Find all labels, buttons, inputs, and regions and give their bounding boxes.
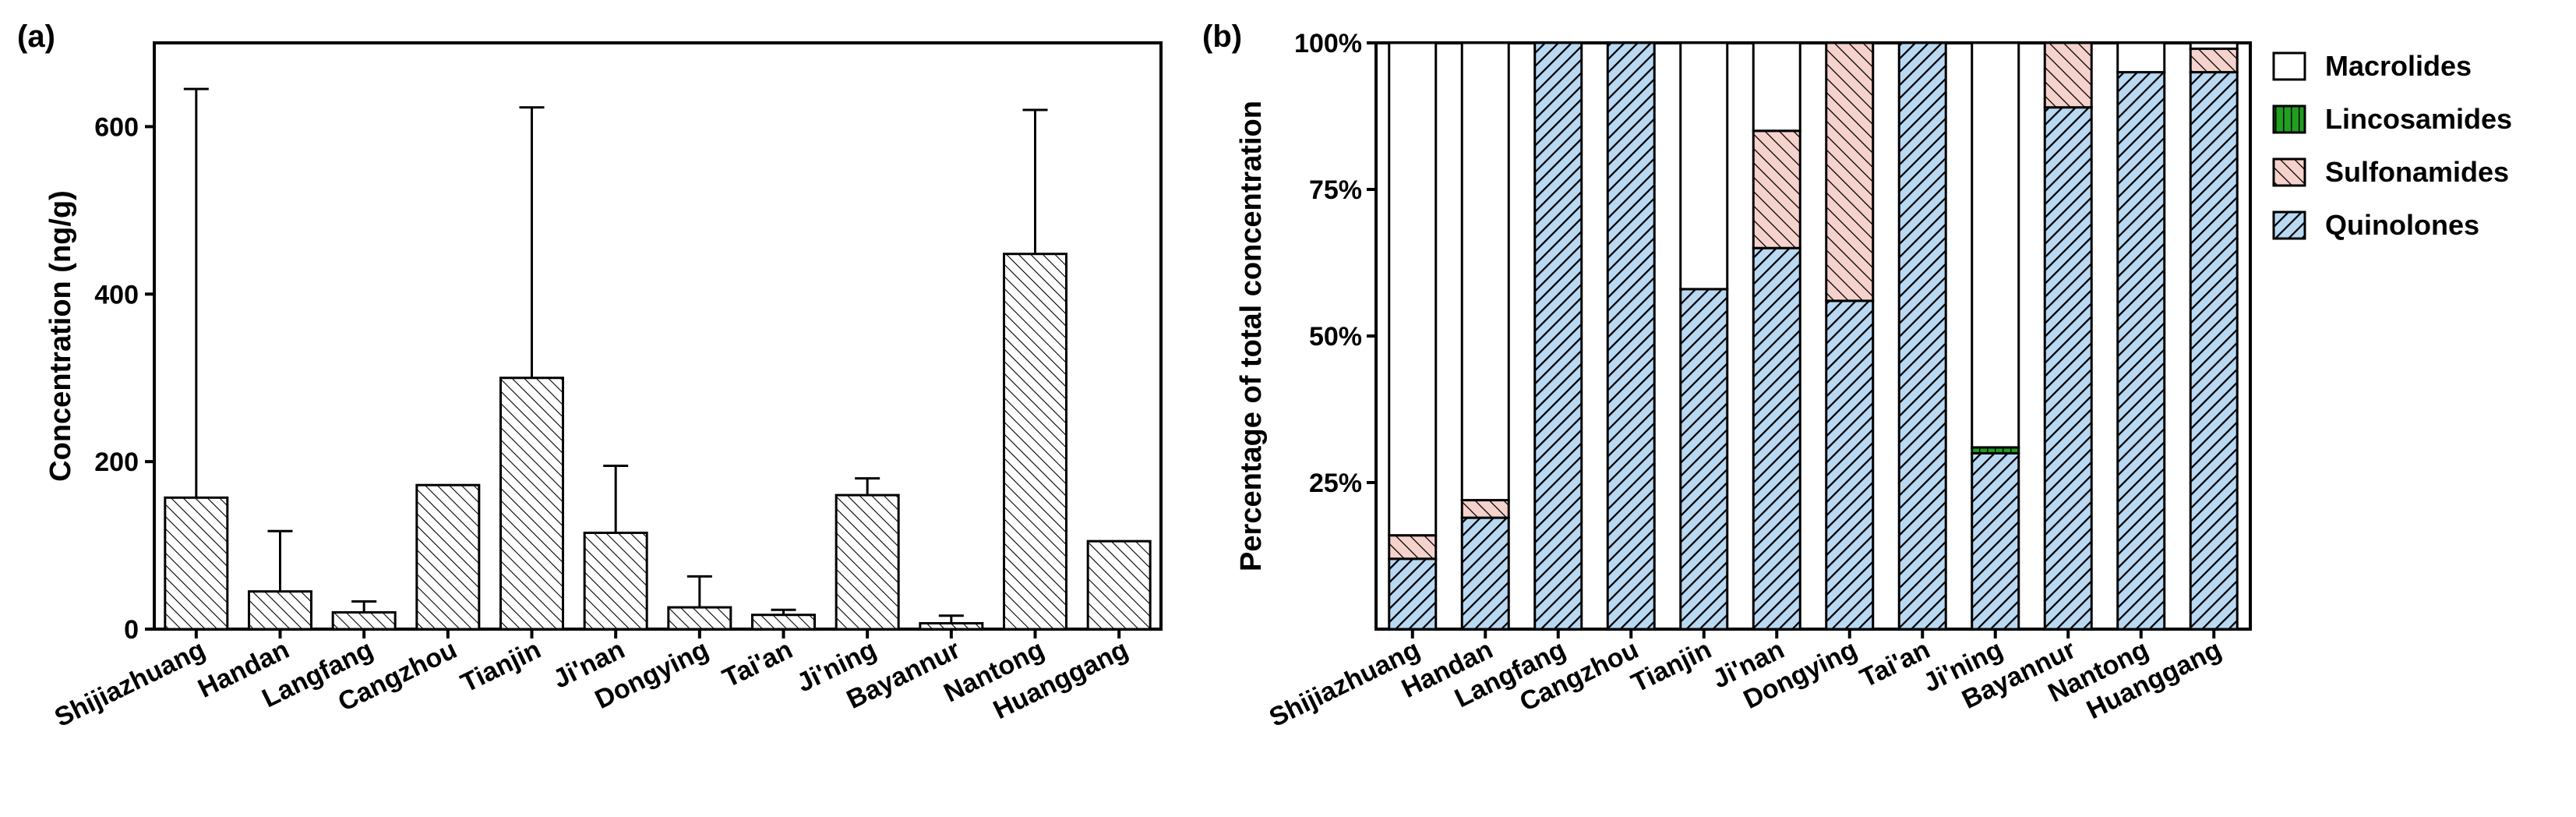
panel-a-bar-huanggang: [1086, 539, 1152, 631]
panel-a-y-axis-title: Concentration (ng/g): [44, 190, 77, 482]
panel-a-bar-tianjin: [499, 377, 564, 631]
panel-b-segment-macrolides-shijiazhuang: [1388, 41, 1438, 537]
panel-b-segment-quinolones-tai-an: [1897, 41, 1947, 631]
legend-swatch-macrolides: [2272, 51, 2306, 81]
panel-b-segment-macrolides-nantong: [2116, 41, 2166, 74]
panel-b-segment-sulfonamides-dongying: [1825, 41, 1875, 302]
panel-b-segment-quinolones-huanggang: [2189, 71, 2239, 631]
panel-b-segment-quinolones-tianjin: [1679, 288, 1729, 631]
panel-b-segment-macrolides-huanggang: [2189, 41, 2239, 51]
panel-b-segment-quinolones-bayannur: [2043, 106, 2093, 631]
panel-a-y-tick-label: 600: [94, 112, 139, 142]
panel-b-segment-sulfonamides-handan: [1460, 499, 1510, 519]
legend-swatch-quinolones: [2272, 210, 2306, 240]
panel-a-bar-handan: [248, 590, 312, 631]
panel-b-y-tick-label: 25%: [1309, 469, 1362, 498]
panel-a-y-tick-label: 0: [124, 615, 139, 645]
panel-b-segment-quinolones-langfang: [1533, 41, 1583, 631]
panel-b-segment-quinolones-ji-nan: [1752, 246, 1801, 631]
panel-a-bar-ji-nan: [583, 531, 648, 631]
panel-a-x-label-tai-an: Tai'an: [718, 635, 797, 694]
panel-b-segment-quinolones-dongying: [1825, 299, 1875, 631]
panel-b-y-tick-label: 100%: [1294, 29, 1362, 58]
panel-b-segment-macrolides-handan: [1460, 41, 1510, 502]
panel-a-x-tick-labels: ShijiazhuangHandanLangfangCangzhouTianji…: [50, 629, 1133, 733]
panel-a-bar-nantong: [1003, 253, 1067, 631]
panel-b-y-axis-title: Percentage of total concentration: [1235, 101, 1268, 571]
legend-label-quinolones: Quinolones: [2325, 209, 2479, 241]
panel-a-x-label-shijiazhuang: Shijiazhuang: [50, 635, 210, 733]
panel-a-bar-shijiazhuang: [164, 496, 229, 631]
legend-label-lincosamides: Lincosamides: [2325, 103, 2512, 135]
panel-b-segment-quinolones-shijiazhuang: [1388, 557, 1438, 631]
panel-b-segment-quinolones-cangzhou: [1606, 41, 1656, 631]
panel-b-stacked-bars: [1388, 41, 2239, 631]
panel-a-bar-bayannur: [919, 621, 984, 631]
panel-b-y-tick-label: 50%: [1309, 322, 1362, 352]
panel-b-segment-sulfonamides-bayannur: [2043, 41, 2093, 109]
panel-a-x-label-tianjin: Tianjin: [456, 635, 545, 699]
legend-label-macrolides: Macrolides: [2325, 50, 2472, 82]
legend-label-sulfonamides: Sulfonamides: [2325, 156, 2509, 188]
panel-b-segment-sulfonamides-shijiazhuang: [1388, 534, 1438, 561]
panel-a-y-tick-label: 200: [94, 447, 139, 477]
panel-a-bar-dongying: [667, 606, 732, 631]
panel-b: (b) Percentage of total concentration 25…: [1202, 19, 2512, 733]
panel-b-y-ticks: 25% 50% 75% 100%: [1294, 29, 1376, 498]
panel-a-bar-cangzhou: [415, 483, 481, 631]
panel-a-bar-langfang: [331, 611, 397, 631]
panel-a-y-ticks: 0 200 400 600: [94, 112, 154, 645]
panel-b-segment-sulfonamides-ji-nan: [1752, 129, 1801, 249]
panel-a-y-tick-label: 400: [94, 280, 139, 309]
panel-b-segment-macrolides-tianjin: [1679, 41, 1729, 291]
panel-b-segment-sulfonamides-huanggang: [2189, 48, 2239, 74]
panel-b-x-tick-labels: ShijiazhuangHandanLangfangCangzhouTianji…: [1265, 629, 2226, 733]
panel-b-segment-macrolides-ji-nan: [1752, 41, 1801, 133]
panel-b-x-label-tianjin: Tianjin: [1627, 635, 1717, 699]
panel-b-x-label-tai-an: Tai'an: [1855, 635, 1934, 694]
panel-a-bar-ji-ning: [835, 493, 900, 631]
panel-b-y-tick-label: 75%: [1309, 175, 1362, 205]
panel-a-label: (a): [17, 19, 55, 54]
panel-b-segment-quinolones-handan: [1460, 516, 1510, 631]
panel-a-plot-frame: [153, 41, 1163, 631]
panel-b-segment-quinolones-ji-ning: [1971, 451, 2020, 631]
panel-b-legend: Macrolides Lincosamides Sulfonamides Quinol…: [2272, 50, 2512, 241]
panel-a-bar-tai-an: [751, 614, 816, 631]
legend-swatch-lincosamides: [2272, 104, 2306, 134]
panel-b-label: (b): [1202, 19, 1242, 54]
panel-a-bars: [164, 87, 1152, 631]
panel-b-segment-macrolides-ji-ning: [1971, 41, 2020, 449]
legend-swatch-sulfonamides: [2272, 157, 2306, 187]
panel-b-segment-quinolones-nantong: [2116, 71, 2166, 631]
panel-a: (a) Concentration (ng/g) 0 200 400 600 Shij…: [17, 19, 1163, 733]
